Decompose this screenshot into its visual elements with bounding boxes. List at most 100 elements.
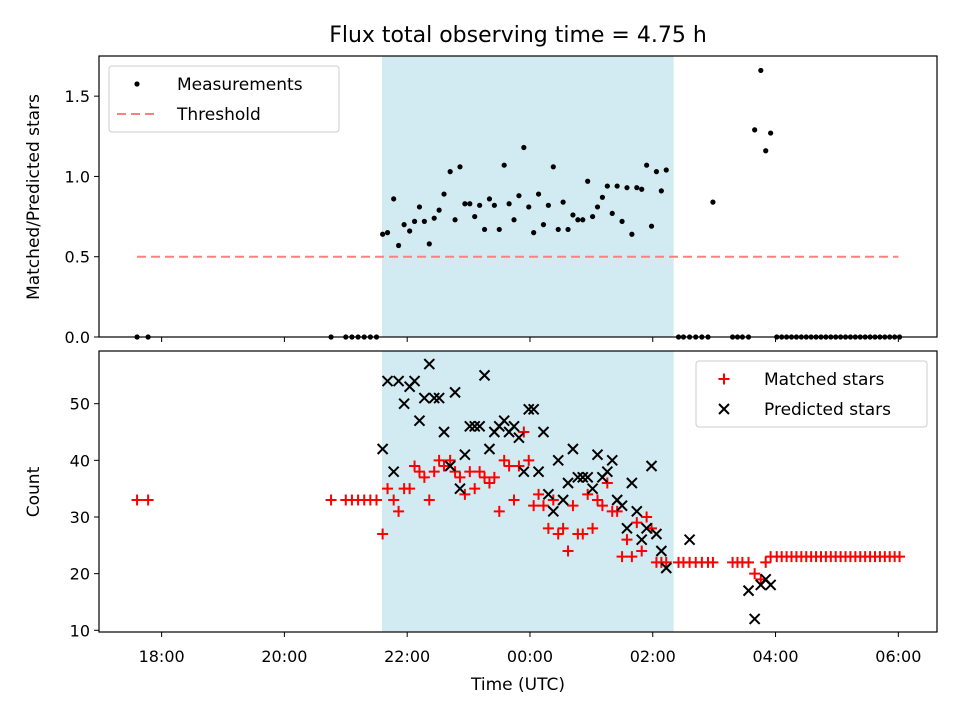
predicted-stars-point bbox=[616, 499, 628, 512]
predicted-stars-point bbox=[483, 443, 496, 455]
predicted-stars-point bbox=[660, 562, 672, 574]
measurement-point bbox=[589, 213, 596, 220]
predicted-stars-point bbox=[449, 386, 461, 399]
observing-window bbox=[382, 351, 674, 632]
matched-stars-point bbox=[562, 545, 574, 557]
matched-stars-point bbox=[533, 488, 545, 500]
legend-label: Threshold bbox=[176, 105, 261, 125]
measurement-point bbox=[431, 215, 437, 221]
predicted-stars-point bbox=[527, 403, 540, 416]
predicted-stars-point bbox=[552, 454, 564, 467]
matched-stars-point bbox=[707, 556, 719, 568]
legend-marker-swatch bbox=[718, 403, 730, 415]
matched-stars-point bbox=[894, 551, 906, 563]
predicted-stars-point bbox=[581, 471, 594, 484]
measurement-point bbox=[441, 191, 447, 197]
x-tick-label: 06:00 bbox=[875, 647, 921, 666]
measurement-point bbox=[763, 148, 769, 154]
measurement-point bbox=[436, 207, 442, 213]
measurement-point bbox=[411, 218, 418, 224]
measurement-point bbox=[639, 186, 645, 192]
measurement-point bbox=[653, 169, 660, 175]
y-tick-label: 50 bbox=[70, 395, 90, 414]
predicted-stars-point bbox=[650, 528, 663, 540]
measurement-point bbox=[452, 217, 458, 223]
matched-stars-point bbox=[377, 528, 389, 540]
matched-stars-point bbox=[444, 454, 456, 466]
legend-box bbox=[108, 65, 340, 133]
count-panel: 10 20 30 40 50 18:00 20:00 22:00 00:00 02:00 04:00… bbox=[70, 350, 938, 666]
measurement-point bbox=[619, 218, 625, 224]
measurement-point bbox=[462, 201, 468, 207]
matched-stars-point bbox=[621, 534, 633, 546]
y-tick-label: 0.0 bbox=[65, 328, 90, 347]
measurement-point bbox=[550, 164, 556, 170]
predicted-stars-point bbox=[438, 426, 450, 438]
predicted-stars-point bbox=[640, 522, 653, 535]
matched-stars-point bbox=[542, 522, 554, 534]
matched-stars-point bbox=[641, 511, 653, 523]
matched-stars-point bbox=[325, 494, 337, 506]
predicted-stars-point bbox=[621, 522, 633, 535]
matched-stars-point bbox=[483, 477, 495, 489]
y-tick-label: 1.5 bbox=[65, 87, 90, 106]
matched-stars-point bbox=[636, 545, 648, 557]
matched-stars-point bbox=[760, 556, 772, 568]
matched-stars-point bbox=[503, 460, 515, 472]
measurement-point bbox=[506, 201, 512, 207]
measurement-point bbox=[768, 130, 774, 136]
measurement-point bbox=[481, 226, 488, 233]
matched-stars-point bbox=[370, 494, 382, 506]
measurement-point bbox=[416, 204, 423, 210]
predicted-stars-point bbox=[626, 477, 638, 489]
matched-stars-point bbox=[749, 568, 761, 580]
matched-stars-point bbox=[508, 494, 520, 506]
measurement-point bbox=[575, 217, 581, 223]
matched-stars-point bbox=[498, 454, 510, 466]
predicted-stars-point bbox=[567, 443, 579, 455]
predicted-stars-point bbox=[635, 533, 648, 546]
count-legend: Matched stars Predicted stars bbox=[695, 360, 928, 428]
matched-stars-point bbox=[142, 494, 154, 506]
measurement-point bbox=[648, 223, 655, 229]
measurement-point bbox=[634, 185, 640, 191]
measurement-point bbox=[395, 242, 402, 249]
x-tick-label: 00:00 bbox=[507, 647, 553, 666]
measurement-point bbox=[599, 194, 606, 200]
matched-stars-point bbox=[577, 528, 589, 540]
matched-stars-point bbox=[523, 454, 535, 466]
matched-stars-point bbox=[464, 466, 476, 478]
predicted-stars-point bbox=[464, 420, 476, 433]
matched-stars-point bbox=[388, 494, 400, 506]
predicted-stars-point bbox=[459, 448, 471, 461]
matched-stars-point bbox=[513, 460, 525, 472]
predicted-stars-point bbox=[498, 414, 510, 427]
measurement-point bbox=[401, 222, 407, 228]
predicted-stars-point bbox=[513, 431, 525, 444]
measurement-point bbox=[426, 241, 432, 247]
measurement-point bbox=[384, 230, 391, 236]
matched-stars-point bbox=[413, 466, 425, 478]
matched-stars-point bbox=[488, 471, 500, 483]
predicted-stars-point bbox=[645, 460, 658, 472]
measurement-point bbox=[585, 178, 591, 184]
measurement-point bbox=[535, 191, 542, 197]
matched-stars-point bbox=[479, 471, 491, 483]
matched-stars-point bbox=[582, 488, 594, 500]
matched-stars-point bbox=[616, 551, 628, 563]
legend-label: Predicted stars bbox=[764, 400, 891, 420]
y-tick-label: 10 bbox=[70, 621, 90, 640]
measurement-point bbox=[758, 67, 764, 74]
predicted-stars-point bbox=[376, 443, 389, 455]
ratio-panel: 0.0 0.5 1.0 1.5 bbox=[65, 55, 938, 347]
measurement-point bbox=[609, 210, 615, 216]
matched-stars-point bbox=[404, 483, 416, 495]
observing-window bbox=[382, 56, 674, 337]
matched-stars-point bbox=[423, 494, 435, 506]
measurement-point bbox=[457, 164, 463, 170]
matched-stars-point bbox=[557, 522, 569, 534]
measurement-point bbox=[580, 217, 586, 223]
predicted-stars-point bbox=[591, 448, 604, 461]
measurement-point bbox=[486, 196, 493, 202]
